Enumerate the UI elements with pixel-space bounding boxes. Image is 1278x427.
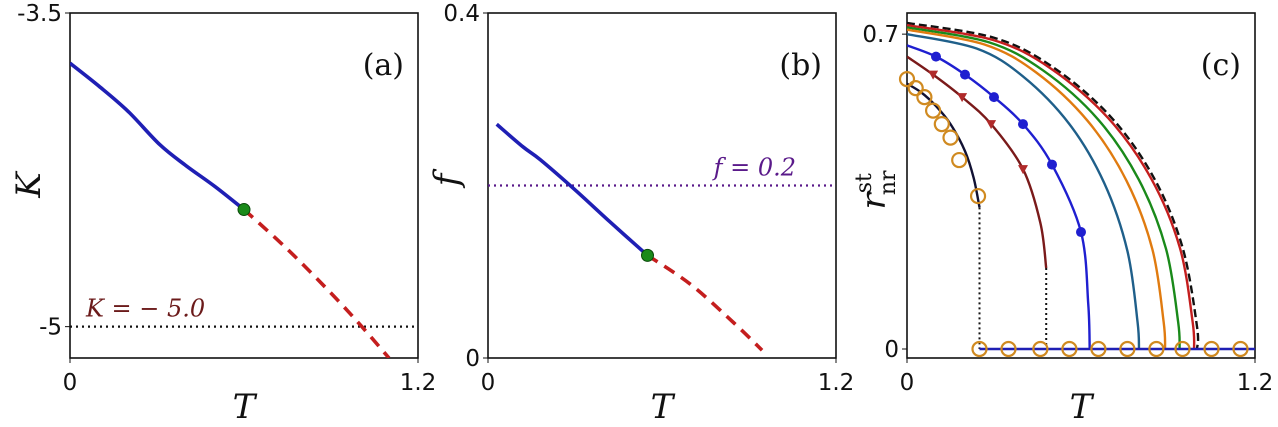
data-point — [1018, 119, 1028, 130]
y-tick-label: 0 — [465, 346, 480, 372]
reference-label: K = − 5.0 — [85, 295, 205, 323]
y-tick-label: 0 — [884, 337, 899, 363]
panel-b: 0 1.2 0.4 0 Tf (b) f = 0.2 — [427, 1, 854, 427]
y-tick-label: 0.4 — [443, 1, 480, 27]
x-axis-label: T — [651, 387, 676, 427]
open-circle-point — [898, 71, 916, 88]
series-line-3 — [907, 28, 1167, 350]
x-tick-label: 0 — [63, 370, 78, 396]
open-circle-point — [933, 116, 950, 133]
open-circle-point — [1203, 340, 1220, 358]
data-point-triangle — [928, 70, 939, 80]
x-tick-label: 1.2 — [818, 370, 855, 396]
open-circle-point — [1090, 340, 1107, 358]
data-point — [1076, 227, 1086, 238]
open-circle-point — [907, 80, 924, 97]
y-axis-label-sup: st — [852, 173, 877, 193]
series-line-1 — [242, 208, 391, 358]
y-axis-label-main: K — [9, 170, 49, 199]
panel-label: (c) — [1201, 48, 1241, 83]
series-line-5 — [907, 44, 1091, 350]
y-tick-label: -3.5 — [17, 1, 62, 27]
open-circle-point — [1000, 340, 1017, 358]
data-point-triangle — [1018, 165, 1028, 175]
x-tick-label: 1.2 — [400, 370, 437, 396]
open-circle-point — [1148, 340, 1165, 358]
plot-frame — [69, 12, 419, 359]
series-line-0 — [70, 61, 246, 211]
open-circle-point — [942, 129, 959, 146]
data-point — [931, 51, 941, 62]
data-point — [960, 69, 970, 80]
x-axis-label: T — [233, 387, 258, 427]
x-tick-label: 0 — [481, 370, 496, 396]
open-circle-point — [1061, 340, 1078, 358]
open-circle-point — [916, 89, 933, 106]
y-tick-label: 0.7 — [862, 22, 899, 48]
y-axis-label: f — [427, 168, 467, 189]
y-axis-label-main: f — [427, 168, 467, 189]
series-line-0 — [495, 122, 649, 257]
data-point — [1047, 159, 1057, 170]
data-point — [989, 92, 999, 103]
open-circle-point — [971, 340, 988, 358]
series-line-2 — [907, 26, 1181, 350]
data-point-triangle — [957, 93, 968, 103]
series-group — [495, 122, 764, 352]
series-line-1 — [907, 23, 1196, 350]
series-line-4 — [907, 32, 1141, 350]
series-line-0 — [907, 21, 1200, 350]
open-circle-point — [1119, 340, 1136, 358]
series-group — [70, 61, 391, 358]
panel-a: 0 1.2 -3.5 -5 T K (a) K = − 5.0 — [9, 1, 436, 427]
open-circle-point — [1032, 340, 1049, 358]
x-tick-label: 0 — [900, 370, 915, 396]
open-circle-point — [951, 151, 968, 169]
plot-frame — [906, 12, 1256, 359]
y-axis-label: rstnr — [852, 170, 901, 210]
x-tick-label: 1.2 — [1237, 370, 1274, 396]
transition-point — [641, 248, 654, 262]
open-circle-point — [1232, 340, 1249, 358]
series-line-6 — [907, 55, 1048, 269]
data-point-triangle — [986, 120, 997, 130]
y-axis-label: K — [9, 170, 49, 199]
transition-point — [237, 203, 251, 217]
open-circle-point — [924, 102, 942, 119]
open-circle-point — [969, 187, 987, 205]
panel-label: (a) — [363, 48, 404, 83]
y-tick-label: -5 — [39, 315, 62, 341]
y-axis-label-main: r — [854, 192, 894, 210]
y-axis-label-sub: nr — [876, 170, 901, 195]
reference-label: f = 0.2 — [712, 154, 796, 182]
x-axis-label: T — [1070, 387, 1095, 427]
series-line-1 — [646, 253, 764, 352]
open-circle-point — [1174, 340, 1191, 358]
series-group — [907, 21, 1255, 351]
panel-label: (b) — [779, 48, 822, 83]
